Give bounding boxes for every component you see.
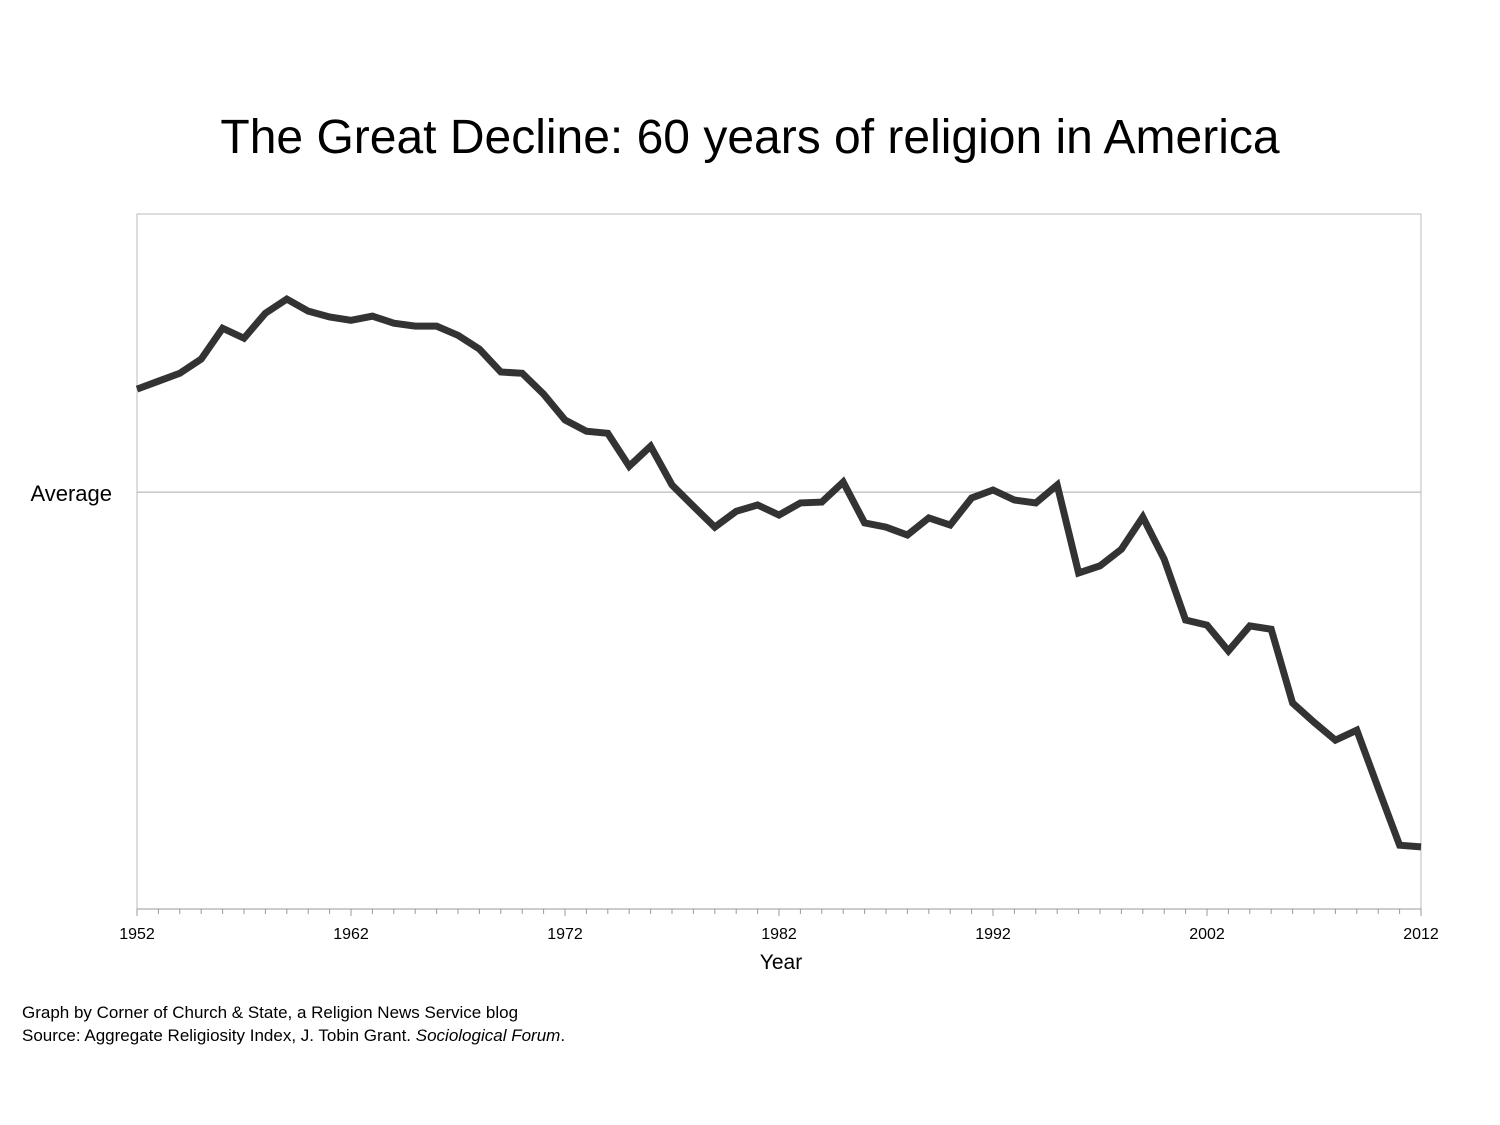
x-tick-label: 1972: [547, 926, 583, 943]
series-line: [135, 294, 1422, 851]
line-chart: Average 1952 1962 1972 1982 1992 2002 2012 Yea…: [30, 213, 1439, 974]
source-journal: Sociological Forum: [415, 1026, 561, 1045]
footer-credit: Graph by Corner of Church & State, a Rel…: [22, 1003, 519, 1022]
x-tick-label: 1962: [333, 926, 369, 943]
source-text: Source: Aggregate Religiosity Index, J. …: [22, 1026, 416, 1045]
x-tick-label: 1992: [975, 926, 1011, 943]
average-label: Average: [30, 481, 112, 506]
x-tick-label: 1982: [761, 926, 797, 943]
source-suffix: .: [560, 1026, 566, 1045]
x-tick-label: 2012: [1403, 926, 1439, 943]
x-axis-label: Year: [760, 951, 802, 974]
footer-source: Source: Aggregate Religiosity Index, J. …: [22, 1026, 565, 1046]
x-tick-label: 2002: [1189, 926, 1225, 943]
chart-title: The Great Decline: 60 years of religion …: [220, 111, 1280, 164]
x-tick-label: 1952: [119, 926, 155, 943]
